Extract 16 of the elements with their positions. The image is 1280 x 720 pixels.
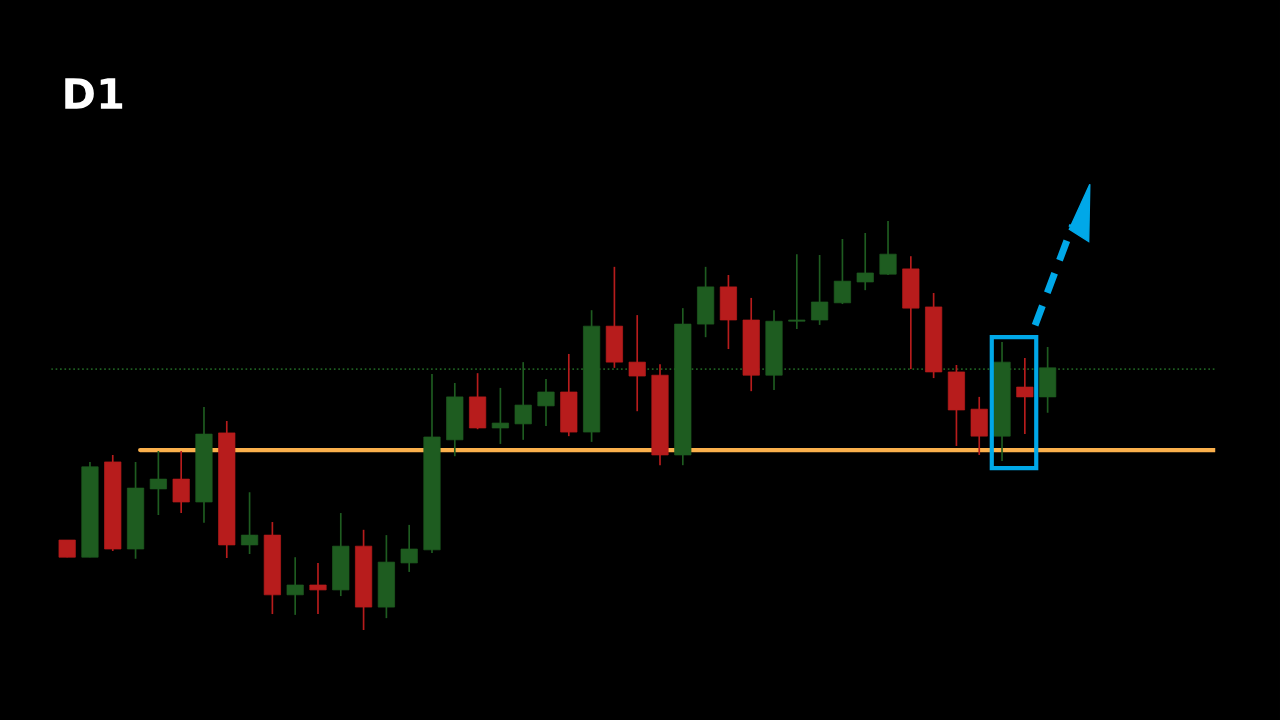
candlestick [149, 450, 167, 516]
candlestick [286, 556, 304, 616]
candlestick [537, 378, 555, 427]
candlestick [400, 524, 418, 573]
candlestick [788, 253, 806, 330]
chart-title: D1 [65, 78, 123, 109]
candlestick [811, 254, 829, 326]
candlestick [628, 314, 646, 413]
candlestick [856, 232, 874, 291]
candlestick [309, 562, 327, 615]
candlestick [879, 221, 897, 276]
candlestick [241, 491, 259, 555]
candlestick [833, 238, 851, 305]
candlestick [172, 450, 190, 514]
candlestick [1016, 357, 1034, 435]
candlestick [491, 387, 509, 445]
